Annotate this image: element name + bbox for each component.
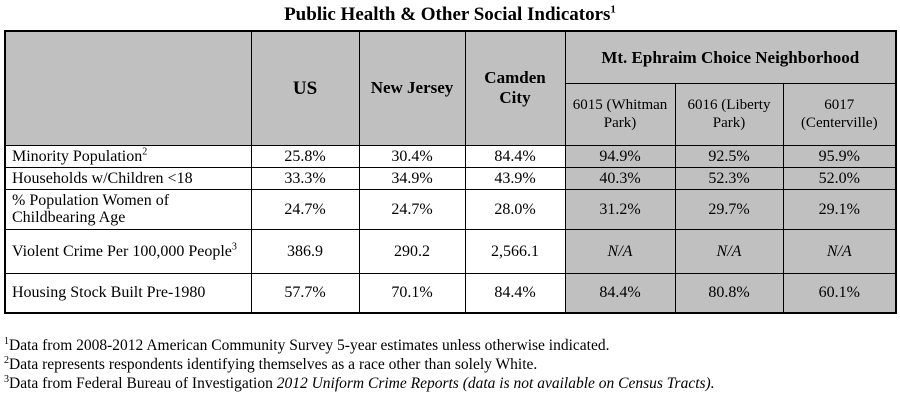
table-cell: 30.4% <box>358 144 466 168</box>
table-cell: 52.0% <box>782 166 897 190</box>
header-corner <box>4 30 252 146</box>
table-cell: 84.4% <box>464 144 566 168</box>
table-row: % Population Women of Childbearing Age 24… <box>4 188 897 230</box>
table-cell: 386.9 <box>250 228 360 274</box>
table-cell: 25.8% <box>250 144 360 168</box>
row-label: % Population Women of Childbearing Age <box>4 188 252 230</box>
footnotes: 1Data from 2008-2012 American Community … <box>4 336 715 393</box>
table-cell: 60.1% <box>782 272 897 314</box>
table-cell: N/A <box>782 228 897 274</box>
table-cell: 84.4% <box>564 272 676 314</box>
table-cell: 33.3% <box>250 166 360 190</box>
table-cell: 80.8% <box>674 272 784 314</box>
table-cell: 52.3% <box>674 166 784 190</box>
row-label-text: Housing Stock Built Pre-1980 <box>12 284 206 302</box>
row-label: Households w/Children <18 <box>4 166 252 190</box>
row-label-text: % Population Women of Childbearing Age <box>12 192 170 226</box>
table-cell: 28.0% <box>464 188 566 230</box>
table-cell: 92.5% <box>674 144 784 168</box>
row-label-text: Households w/Children <18 <box>12 169 193 187</box>
table-cell: 290.2 <box>358 228 466 274</box>
table-row: Households w/Children <18 33.3% 34.9% 43.9%… <box>4 166 897 190</box>
row-label: Violent Crime Per 100,000 People3 <box>4 228 252 274</box>
indicators-table: US New Jersey Camden City Mt. Ephraim Ch… <box>4 30 898 314</box>
footnote-1: 1Data from 2008-2012 American Community … <box>4 335 610 354</box>
table-cell: 84.4% <box>464 272 566 314</box>
footnote-2: 2Data represents respondents identifying… <box>4 354 538 373</box>
table-cell: 24.7% <box>250 188 360 230</box>
table-cell: 34.9% <box>358 166 466 190</box>
row-label-text: Violent Crime Per 100,000 People <box>12 242 232 260</box>
table-row: Violent Crime Per 100,000 People3 386.9 29… <box>4 228 897 274</box>
col-header-camden: Camden City <box>464 30 566 146</box>
table-row: Housing Stock Built Pre-1980 57.7% 70.1% 84… <box>4 272 897 314</box>
table-cell: 29.1% <box>782 188 897 230</box>
table-cell: 70.1% <box>358 272 466 314</box>
table-cell: 24.7% <box>358 188 466 230</box>
table-cell: 94.9% <box>564 144 676 168</box>
table-cell: 95.9% <box>782 144 897 168</box>
col-header-tract-6015: 6015 (Whitman Park) <box>564 82 676 146</box>
row-label: Housing Stock Built Pre-1980 <box>4 272 252 314</box>
table-cell: 2,566.1 <box>464 228 566 274</box>
table-cell: 43.9% <box>464 166 566 190</box>
row-label: Minority Population2 <box>4 144 252 168</box>
footnote-3: 3Data from Federal Bureau of Investigati… <box>4 373 715 392</box>
row-label-text: Minority Population <box>12 147 143 165</box>
table-cell: 29.7% <box>674 188 784 230</box>
table-title: Public Health & Other Social Indicators1 <box>284 3 616 25</box>
footnote-ref: 3 <box>231 241 237 253</box>
col-header-nj: New Jersey <box>358 30 466 146</box>
col-header-tract-6017: 6017 (Centerville) <box>782 82 897 146</box>
table-cell: 57.7% <box>250 272 360 314</box>
footnote-ref: 2 <box>142 146 148 158</box>
table-cell: 40.3% <box>564 166 676 190</box>
col-group-header: Mt. Ephraim Choice Neighborhood <box>564 30 897 84</box>
table-cell: N/A <box>674 228 784 274</box>
col-header-us: US <box>250 30 360 146</box>
table-cell: N/A <box>564 228 676 274</box>
col-header-tract-6016: 6016 (Liberty Park) <box>674 82 784 146</box>
table-cell: 31.2% <box>564 188 676 230</box>
table-row: Minority Population2 25.8% 30.4% 84.4% 94.9%… <box>4 144 897 168</box>
